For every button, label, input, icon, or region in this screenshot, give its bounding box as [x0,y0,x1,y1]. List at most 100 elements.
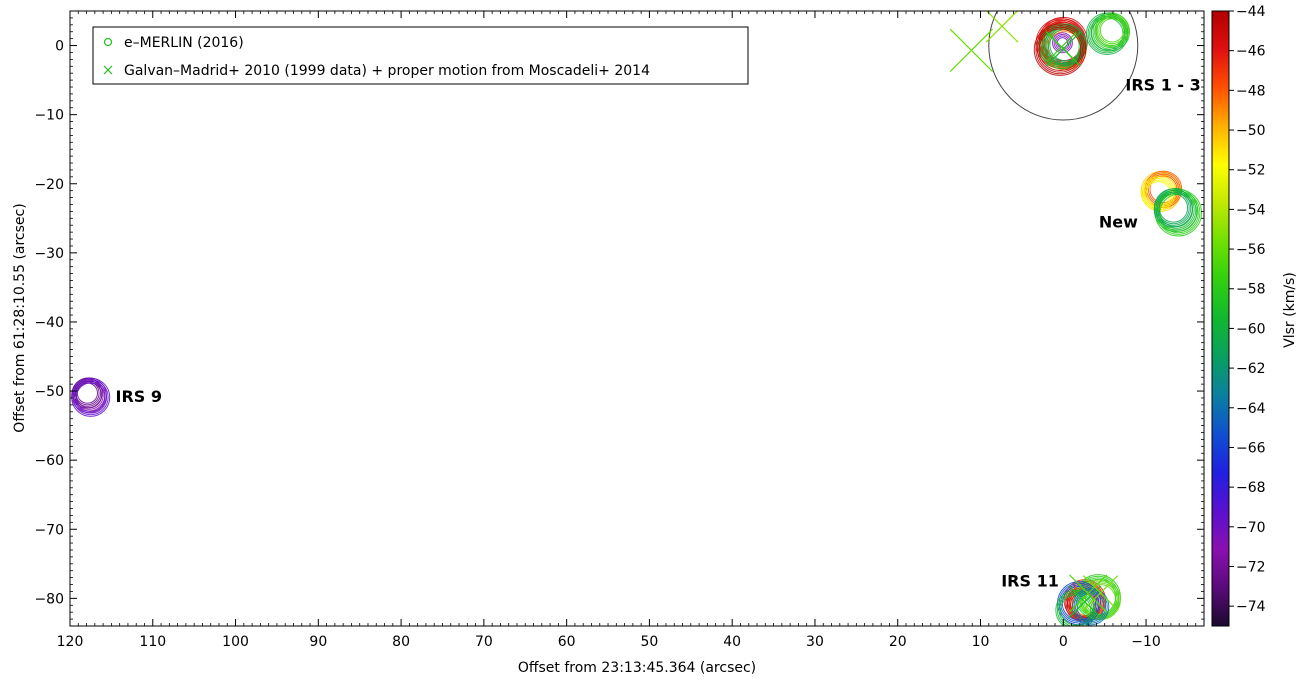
maser-spot-circle [1099,18,1125,43]
y-axis-title: Offset from 61:28:10.55 (arcsec) [12,203,28,432]
colorbar-tick-label: −64 [1236,401,1266,417]
maser-spot-circle [71,377,111,417]
colorbar-tick-label: −68 [1236,480,1266,496]
maser-spot-circle [1155,190,1192,226]
cross-stroke [1082,575,1119,611]
colorbar-tick-label: −70 [1236,520,1266,536]
maser-spot-circle [1056,591,1095,626]
reference-circle [988,11,1139,121]
maser-spot-circle [1055,589,1097,626]
y-tick-label: −10 [34,108,64,124]
maser-spot-circle [1052,32,1073,54]
colorbar-tick-label: −74 [1236,599,1266,615]
cross-stroke [949,28,994,73]
maser-spot-circle [1158,193,1189,223]
x-tick-label: 80 [392,634,410,650]
x-tick-label: −10 [1131,634,1161,650]
colorbar-tick-label: −54 [1236,202,1266,218]
maser-spot-cross [1069,574,1108,613]
colorbar-tick-label: −48 [1236,83,1266,99]
data-marks [71,11,1203,626]
y-tick-label: −40 [34,315,64,331]
region-label: IRS 9 [116,387,162,406]
maser-spot-circle [72,379,109,416]
maser-spot-circle [1071,587,1110,626]
y-axis: 0 −10 −20 −30 −40 −50 −60 −70 −80 [34,39,1204,607]
legend-label-galvan-madrid: Galvan–Madrid+ 2010 (1999 data) + proper… [124,63,650,79]
maser-spot-circle [1098,16,1126,45]
colorbar: −44 −46 −48 −50 −52 −54 −56 −58 −60 −62 −64 −66 −68 −… [1211,4,1298,627]
y-tick-label: 0 [55,39,64,55]
y-tick-label: −70 [34,522,64,538]
colorbar-tick-label: −72 [1236,559,1266,575]
maser-spot-circle [1083,582,1118,617]
maser-spot-cross [1046,31,1077,62]
x-axis: 120 110 100 90 80 70 60 50 40 30 20 10 0 −10 [57,11,1161,650]
colorbar-tick-label: −62 [1236,361,1266,377]
maser-spot-cross [985,11,1019,43]
maser-spot-circle [1076,592,1105,621]
maser-spot-circle [1035,25,1085,75]
colorbar-tick-label: −60 [1236,321,1266,337]
cross-stroke [1046,31,1077,62]
maser-spot-circle [1096,14,1128,46]
x-tick-label: 120 [57,634,84,650]
y-tick-label: −80 [34,591,64,607]
region-labels: IRS 1 - 3 New IRS 9 IRS 11 [116,75,1201,590]
x-tick-label: 10 [972,634,990,650]
colorbar-tick-label: −52 [1236,163,1266,179]
maser-spot-circle [74,380,108,414]
y-tick-label: −20 [34,177,64,193]
maser-spot-circle [1153,188,1193,228]
maser-spot-cross [949,28,994,73]
x-tick-label: 30 [806,634,824,650]
x-tick-label: 110 [139,634,166,650]
maser-spot-cross [1082,575,1119,611]
minor-ticks [70,10,1205,627]
maser-spot-circle [1073,589,1108,624]
maser-spot-circle [1053,33,1072,52]
x-tick-label: 20 [889,634,907,650]
region-label: IRS 1 - 3 [1125,75,1200,94]
x-tick-label: 70 [475,634,493,650]
maser-spot-cross [1068,585,1102,619]
region-label: New [1099,212,1138,231]
x-tick-label: 0 [1059,634,1068,650]
colorbar-gradient [1211,10,1230,627]
colorbar-tick-label: −44 [1236,4,1266,20]
plot-area [70,11,1204,626]
legend-label-emerlin: e–MERLIN (2016) [124,35,244,51]
maser-spot-circle [75,382,106,413]
legend-cross-icon [103,65,113,75]
y-tick-label: −60 [34,453,64,469]
cross-stroke [1069,574,1108,613]
colorbar-tick-label: −66 [1236,440,1266,456]
maser-spot-circle [1157,191,1190,225]
colorbar-tick-label: −50 [1236,123,1266,139]
colorbar-tick-label: −58 [1236,282,1266,298]
colorbar-ticks: −44 −46 −48 −50 −52 −54 −56 −58 −60 −62 −64 −66 −68 −… [1229,4,1266,615]
region-label: IRS 11 [1001,572,1059,591]
maser-spot-circle [1060,594,1092,626]
maser-spot-circle [1084,584,1117,616]
y-tick-label: −30 [34,246,64,262]
colorbar-tick-label: −56 [1236,242,1266,258]
colorbar-title: Vlsr (km/s) [1282,272,1298,348]
legend-circle-icon [103,37,113,47]
plot-frame [69,10,1205,627]
colorbar-tick-label: −46 [1236,44,1266,60]
legend-box [92,26,749,85]
maser-spot-circle [1033,23,1087,76]
x-axis-title: Offset from 23:13:45.364 (arcsec) [518,660,756,676]
x-tick-label: 60 [558,634,576,650]
x-tick-label: 50 [641,634,659,650]
x-tick-label: 90 [309,634,327,650]
maser-spot-circle [1044,23,1087,67]
legend: e–MERLIN (2016) Galvan–Madrid+ 2010 (199… [92,26,749,85]
cross-stroke [1068,585,1102,619]
cross-stroke [985,11,1019,43]
maser-spot-circle [1037,26,1083,73]
x-tick-label: 100 [222,634,249,650]
